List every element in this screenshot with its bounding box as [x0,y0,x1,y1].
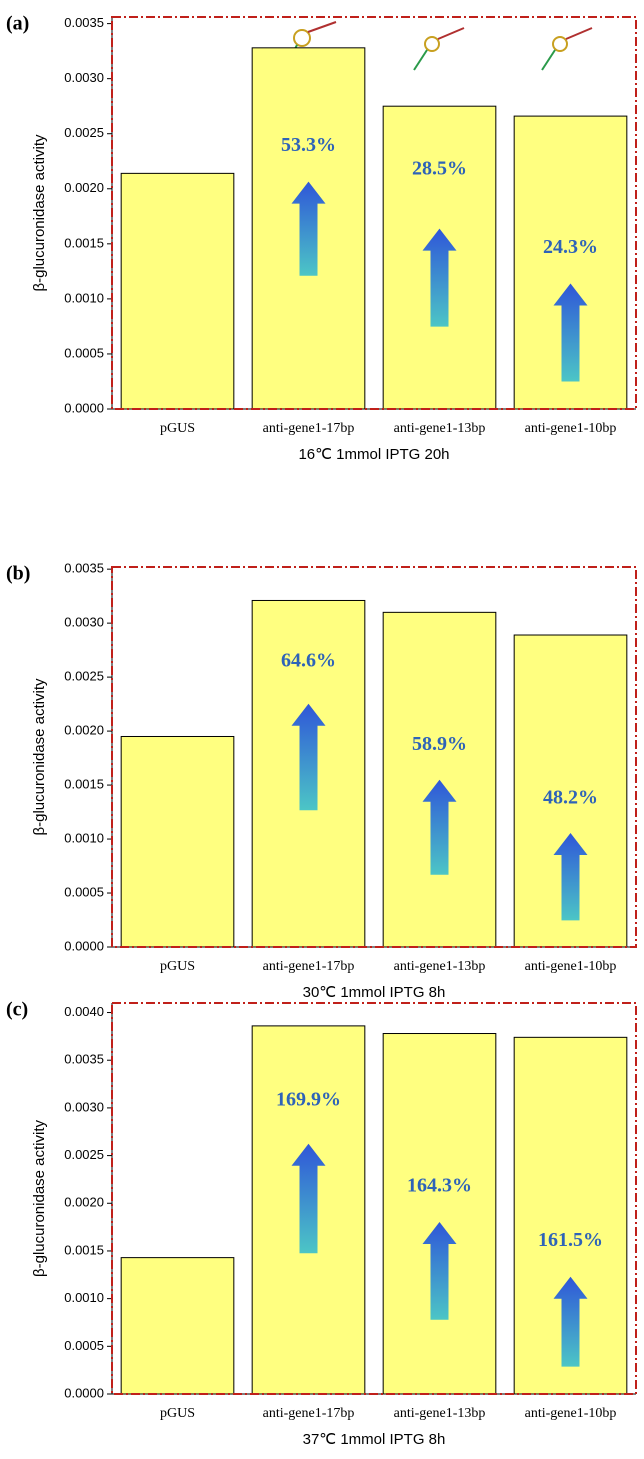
x-axis-title: 37℃ 1mmol IPTG 8h [303,1431,446,1448]
y-tick-label: 0.0000 [64,400,104,415]
y-tick-label: 0.0000 [64,1385,104,1400]
percent-annotation: 48.2% [543,786,598,808]
x-tick-label: anti-gene1-17bp [263,1406,355,1421]
y-tick-label: 0.0020 [64,723,104,738]
x-tick-label: anti-gene1-10bp [525,959,617,974]
percent-annotation: 164.3% [407,1174,472,1196]
percent-annotation: 64.6% [281,650,336,672]
y-tick-label: 0.0020 [64,180,104,195]
bar [383,612,496,947]
x-tick-label: anti-gene1-13bp [394,421,486,436]
x-tick-label: anti-gene1-17bp [263,959,355,974]
panel-label: (c) [6,999,28,1021]
y-tick-label: 0.0025 [64,125,104,140]
y-tick-label: 0.0025 [64,1147,104,1162]
bar [383,1034,496,1394]
y-axis-title: β-glucuronidase activity [31,1119,48,1277]
x-tick-label: anti-gene1-10bp [525,1406,617,1421]
bar [121,1258,234,1394]
y-tick-label: 0.0015 [64,777,104,792]
panel-label: (b) [6,563,30,585]
x-tick-label: pGUS [160,1406,195,1421]
percent-annotation: 161.5% [538,1229,603,1251]
x-tick-label: anti-gene1-17bp [263,421,355,436]
x-axis-title: 30℃ 1mmol IPTG 8h [303,984,446,1001]
panel-label: (a) [6,13,29,35]
x-tick-label: anti-gene1-13bp [394,1406,486,1421]
y-tick-label: 0.0030 [64,70,104,85]
y-tick-label: 0.0035 [64,1052,104,1067]
percent-annotation: 169.9% [276,1088,341,1110]
bar [121,173,234,409]
percent-annotation: 28.5% [412,157,467,179]
y-tick-label: 0.0015 [64,235,104,250]
y-tick-label: 0.0010 [64,290,104,305]
y-tick-label: 0.0040 [64,1004,104,1019]
x-axis-title: 16℃ 1mmol IPTG 20h [298,446,449,463]
x-tick-label: anti-gene1-10bp [525,421,617,436]
y-tick-label: 0.0035 [64,15,104,30]
y-tick-label: 0.0030 [64,1099,104,1114]
y-tick-label: 0.0025 [64,669,104,684]
y-tick-label: 0.0015 [64,1242,104,1257]
percent-annotation: 53.3% [281,134,336,156]
x-tick-label: pGUS [160,959,195,974]
figure: pGUS anti-gene1-17bp anti-gene1-13bp anti-g… [0,0,644,1459]
y-tick-label: 0.0010 [64,830,104,845]
bar [121,736,234,947]
percent-annotation: 24.3% [543,236,598,258]
percent-annotation: 58.9% [412,733,467,755]
y-tick-label: 0.0000 [64,938,104,953]
y-tick-label: 0.0035 [64,561,104,576]
y-axis-title: β-glucuronidase activity [31,678,48,836]
y-tick-label: 0.0005 [64,345,104,360]
y-tick-label: 0.0020 [64,1195,104,1210]
y-tick-label: 0.0005 [64,884,104,899]
y-tick-label: 0.0005 [64,1338,104,1353]
y-axis-title: β-glucuronidase activity [31,134,48,292]
y-tick-label: 0.0030 [64,615,104,630]
x-tick-label: pGUS [160,421,195,436]
x-tick-label: anti-gene1-13bp [394,959,486,974]
y-tick-label: 0.0010 [64,1290,104,1305]
